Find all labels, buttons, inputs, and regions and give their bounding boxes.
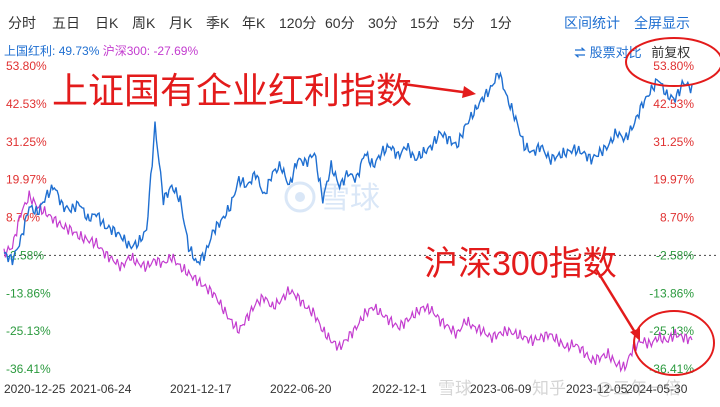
compare-stock-label: 股票对比 xyxy=(589,45,642,60)
tab-yearly-k[interactable]: 年K xyxy=(242,15,266,31)
range-stats-button[interactable]: 区间统计 xyxy=(564,15,620,31)
xueqiu-watermark: 雪球 xyxy=(284,181,380,216)
series-line-csi300 xyxy=(3,190,693,373)
tab-1min[interactable]: 1分 xyxy=(490,15,512,31)
x-tick-label: 2020-12-25 xyxy=(4,382,66,396)
y-tick-label-left: -13.86% xyxy=(6,286,51,300)
watermark-footer-mid: 知乎 xyxy=(532,379,566,399)
x-tick-label: 2022-12-1 xyxy=(372,382,427,396)
legend-series2-value: -27.69% xyxy=(153,44,199,58)
tab-daily-k[interactable]: 日K xyxy=(95,15,119,31)
tab-weekly-k[interactable]: 周K xyxy=(132,15,156,31)
adjust-mode-toggle[interactable]: 前复权 xyxy=(651,45,691,60)
y-tick-label-left: -25.13% xyxy=(6,324,51,338)
y-tick-label-left: 31.25% xyxy=(6,135,47,149)
series-line-sse-soe-dividend xyxy=(3,71,693,267)
footer-watermarks: 雪球 知乎 @三年一倍 xyxy=(438,379,681,399)
legend-series1-label: 上国红利: xyxy=(4,44,56,58)
tab-120min[interactable]: 120分 xyxy=(279,15,317,31)
x-tick-label: 2021-06-24 xyxy=(70,382,132,396)
arrowhead-icon xyxy=(462,86,476,98)
y-tick-label-right: 31.25% xyxy=(653,135,694,149)
legend-series1-value: 49.73% xyxy=(58,44,100,58)
watermark-center-text: 雪球 xyxy=(320,181,380,216)
tab-15min[interactable]: 15分 xyxy=(410,15,440,31)
annotation-series1-text: 上证国有企业红利指数 xyxy=(52,70,412,111)
annotation-arrow-line xyxy=(402,82,471,95)
tab-monthly-k[interactable]: 月K xyxy=(169,15,193,31)
watermark-footer-right: @三年一倍 xyxy=(596,379,681,399)
annotation-arrow-line xyxy=(594,268,638,335)
annotation-series2-text: 沪深300指数 xyxy=(424,245,617,283)
fullscreen-button[interactable]: 全屏显示 xyxy=(634,15,690,31)
y-axis-right: 53.80%42.53%31.25%19.97%8.70%-2.58%-13.8… xyxy=(649,59,694,376)
tab-30min[interactable]: 30分 xyxy=(368,15,398,31)
y-tick-label-left: 8.70% xyxy=(6,211,40,225)
y-tick-label-left: 19.97% xyxy=(6,173,47,187)
y-tick-label-right: 42.53% xyxy=(653,97,694,111)
x-tick-label: 2021-12-17 xyxy=(170,382,232,396)
tab-5min[interactable]: 5分 xyxy=(453,15,475,31)
x-tick-label: 2023-12-05 xyxy=(566,382,628,396)
x-tick-label: 2023-06-09 xyxy=(470,382,532,396)
y-tick-label-right: 53.80% xyxy=(653,59,694,73)
y-tick-label-left: -36.41% xyxy=(6,362,51,376)
y-tick-label-left: 42.53% xyxy=(6,97,47,111)
period-tab-bar: 分时 五日 日K 周K 月K 季K 年K 120分 60分 30分 15分 5分… xyxy=(0,0,720,40)
watermark-layer: 雪球 xyxy=(284,181,380,216)
highlight-circle xyxy=(625,37,720,87)
y-tick-label-left: 53.80% xyxy=(6,59,47,73)
y-tick-label-right: 8.70% xyxy=(660,211,694,225)
x-tick-label: 2024-05-30 xyxy=(626,382,688,396)
compare-stock-button[interactable]: 股票对比 xyxy=(574,45,645,60)
legend-series2-label: 沪深300: xyxy=(102,44,151,58)
x-tick-label: 2022-06-20 xyxy=(270,382,332,396)
tab-quarterly-k[interactable]: 季K xyxy=(206,15,230,31)
tab-60min[interactable]: 60分 xyxy=(325,15,355,31)
tab-intraday[interactable]: 分时 xyxy=(8,15,36,31)
annotation-series1: 上证国有企业红利指数 xyxy=(52,70,476,111)
y-axis-left: 53.80%42.53%31.25%19.97%8.70%-2.58%-13.8… xyxy=(6,59,51,376)
highlight-circle xyxy=(633,310,715,376)
watermark-footer-left: 雪球 xyxy=(438,379,472,399)
series-legend: 上国红利: 49.73% 沪深300: -27.69% xyxy=(4,42,198,59)
annotation-series2: 沪深300指数 xyxy=(424,245,640,341)
y-tick-label-right: -13.86% xyxy=(649,286,694,300)
compare-icon xyxy=(574,47,586,58)
y-tick-label-right: 19.97% xyxy=(653,173,694,187)
tab-five-day[interactable]: 五日 xyxy=(52,15,80,31)
x-axis: 2020-12-25 2021-06-24 2021-12-17 2022-06-20… xyxy=(4,382,688,396)
chart-options: 股票对比 前复权 xyxy=(574,42,690,61)
